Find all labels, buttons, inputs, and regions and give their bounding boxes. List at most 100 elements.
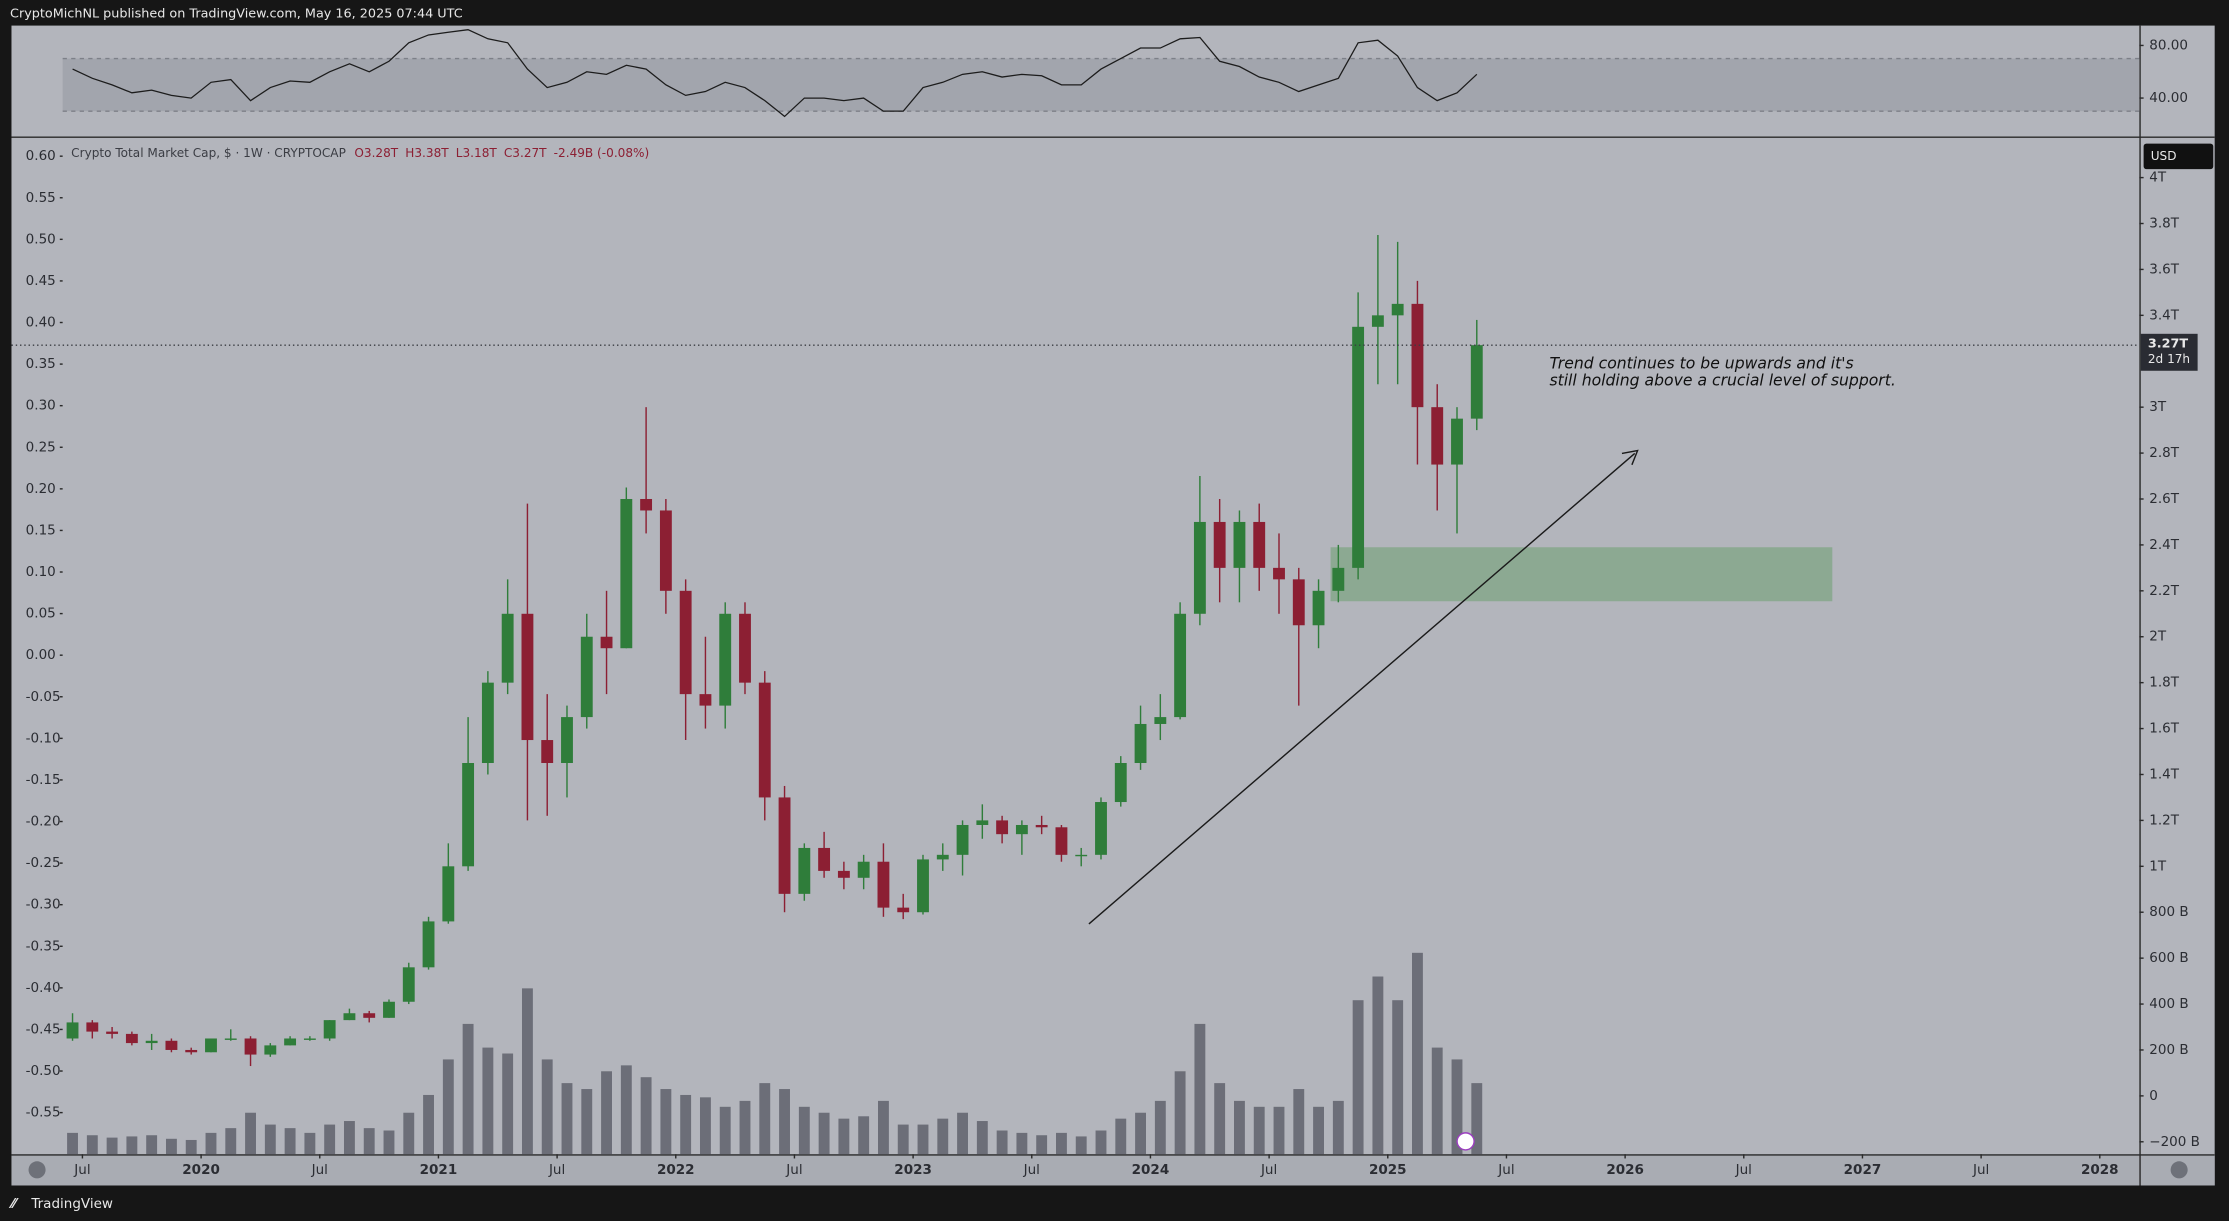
- price-tick-label: 2.4T: [2149, 537, 2179, 553]
- publisher: CryptoMichNL published on TradingView.co…: [10, 7, 463, 22]
- candle-body: [580, 636, 593, 718]
- candle-body: [976, 820, 989, 825]
- candle-body: [205, 1038, 217, 1053]
- left-tick-label: 0.55: [26, 190, 56, 206]
- volume-bar: [442, 1059, 454, 1155]
- volume-bar: [640, 1077, 652, 1155]
- volume-bar: [1332, 1100, 1344, 1155]
- scroll-left[interactable]: [28, 1161, 46, 1179]
- price-tick-label: 3.6T: [2149, 261, 2179, 277]
- candle-body: [1193, 521, 1206, 614]
- volume-bar: [423, 1094, 434, 1155]
- currency-label: USD: [2151, 149, 2177, 163]
- ohlc-readout: H3.38T: [405, 146, 449, 160]
- candle-body: [1253, 521, 1266, 568]
- candle-body: [1015, 824, 1028, 835]
- candle-body: [1035, 824, 1048, 828]
- volume-bar: [1115, 1118, 1127, 1155]
- candle-body: [719, 613, 732, 706]
- candle-body: [442, 866, 455, 922]
- volume-bar: [1273, 1106, 1285, 1155]
- candle-body: [1095, 802, 1107, 855]
- volume-bar: [502, 1053, 514, 1155]
- symbol-title: Crypto Total Market Cap, $ · 1W · CRYPTO…: [71, 146, 346, 160]
- candle-body: [185, 1049, 198, 1053]
- volume-bar: [561, 1083, 573, 1155]
- volume-bar: [620, 1065, 632, 1155]
- left-tick-label: 0.15: [26, 522, 56, 538]
- candle-body: [1055, 827, 1068, 855]
- volume-bar: [1431, 1047, 1443, 1155]
- left-tick-label: 0.10: [26, 564, 56, 580]
- support-zone: [1330, 547, 1833, 602]
- candle-body: [343, 1013, 356, 1021]
- candle-body: [1292, 579, 1305, 626]
- volume-bar: [957, 1112, 968, 1155]
- left-tick-label: -0.15: [26, 772, 61, 788]
- chart-area: [11, 25, 2215, 1186]
- time-tick-label: 2028: [2081, 1162, 2119, 1178]
- candle-body: [224, 1038, 237, 1040]
- scroll-right[interactable]: [2170, 1161, 2188, 1179]
- volume-bar: [1174, 1071, 1186, 1155]
- volume-bar: [779, 1089, 790, 1155]
- volume-bar: [818, 1112, 830, 1155]
- volume-bar: [185, 1139, 197, 1155]
- volume-bar: [245, 1112, 256, 1155]
- candles: [11, 234, 2140, 1067]
- left-tick-label: 0.00: [26, 647, 56, 663]
- left-tick-label: -0.35: [26, 938, 61, 954]
- volume-bar: [897, 1124, 909, 1155]
- volume-bar: [1075, 1136, 1087, 1155]
- volume-bar: [1352, 1000, 1364, 1155]
- left-tick-label: -0.20: [26, 814, 61, 830]
- volume-bar: [601, 1071, 612, 1155]
- candle-body: [323, 1020, 336, 1039]
- time-tick-label: Jul: [1023, 1162, 1040, 1178]
- candle-body: [956, 824, 969, 855]
- event-icon[interactable]: [1456, 1132, 1475, 1151]
- price-tick-label: 2.8T: [2149, 445, 2179, 461]
- candle-body: [125, 1033, 138, 1044]
- candle-body: [837, 870, 850, 878]
- ohlc-readout: O3.28T: [354, 146, 398, 160]
- volume-bar: [225, 1128, 237, 1155]
- candle-body: [600, 636, 613, 649]
- left-tick-label: -0.55: [26, 1105, 61, 1121]
- volume-bar: [403, 1112, 415, 1155]
- candle-body: [1431, 407, 1444, 465]
- candle-body: [857, 861, 870, 878]
- left-tick-label: -0.50: [26, 1063, 61, 1079]
- time-tick-label: Jul: [73, 1162, 90, 1178]
- candle-body: [1134, 723, 1147, 764]
- time-tick-label: 2023: [894, 1162, 932, 1178]
- price-tick-label: 200 B: [2149, 1042, 2188, 1058]
- volume-bar: [1313, 1106, 1324, 1155]
- price-tick-label: 3.4T: [2149, 307, 2179, 323]
- candle-body: [936, 854, 949, 860]
- volume-bar: [739, 1100, 751, 1155]
- candle-body: [165, 1040, 178, 1050]
- candle-body: [1411, 303, 1424, 408]
- footer-logo: ⁄⁄: [8, 1196, 18, 1212]
- ohlc-readout: C3.27T: [504, 146, 547, 160]
- candle-body: [659, 510, 672, 591]
- currency-button[interactable]: [2143, 143, 2214, 170]
- trend-arrow: [1088, 452, 1636, 925]
- candle-body: [303, 1038, 316, 1040]
- price-tick-label: 0: [2149, 1088, 2158, 1104]
- time-tick-label: Jul: [1497, 1162, 1514, 1178]
- candle-body: [86, 1022, 99, 1032]
- left-tick-label: 0.05: [26, 606, 56, 622]
- volume-bar: [1392, 1000, 1404, 1155]
- volume-bar: [680, 1094, 692, 1155]
- volume-bar: [363, 1128, 375, 1155]
- time-tick-label: Jul: [785, 1162, 802, 1178]
- left-tick-label: -0.40: [26, 980, 61, 996]
- time-tick-label: Jul: [1735, 1162, 1752, 1178]
- price-tag: [2140, 333, 2198, 371]
- left-tick-label: 0.60: [26, 148, 56, 164]
- left-tick-label: 0.35: [26, 356, 56, 372]
